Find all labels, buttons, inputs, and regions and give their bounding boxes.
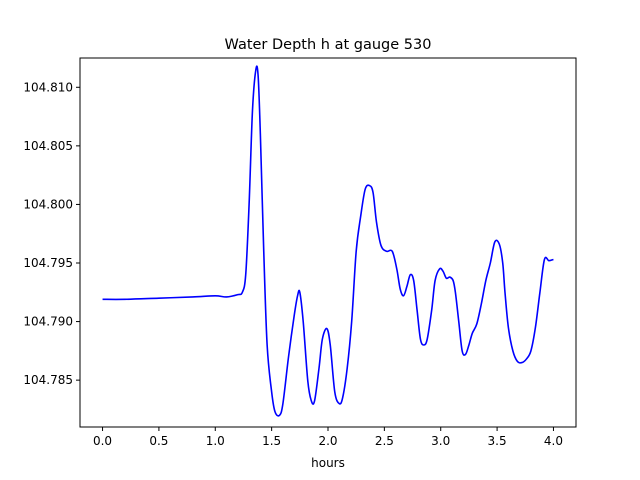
x-tick-label: 0.5 [149,434,168,448]
plot-area [102,65,554,417]
x-tick-label: 0.0 [93,434,112,448]
y-tick-label: 104.790 [23,315,73,329]
series-line [102,65,554,417]
x-tick-label: 4.0 [544,434,563,448]
x-tick-label: 3.5 [488,434,507,448]
axes: 0.0 0.5 1.0 1.5 2.0 2.5 3.0 3.5 4.0 104.785 104.79… [23,57,577,448]
x-tick-label: 2.5 [375,434,394,448]
y-tick-label: 104.795 [23,256,73,270]
x-tick-label: 1.5 [262,434,281,448]
y-tick-label: 104.805 [23,139,73,153]
y-tick-label: 104.810 [23,80,73,94]
x-tick-label: 3.0 [431,434,450,448]
x-axis-label: hours [311,456,345,470]
y-tick-label: 104.800 [23,197,73,211]
x-tick-label: 1.0 [206,434,225,448]
y-tick-label: 104.785 [23,373,73,387]
x-tick-label: 2.0 [318,434,337,448]
chart-title: Water Depth h at gauge 530 [225,37,432,53]
